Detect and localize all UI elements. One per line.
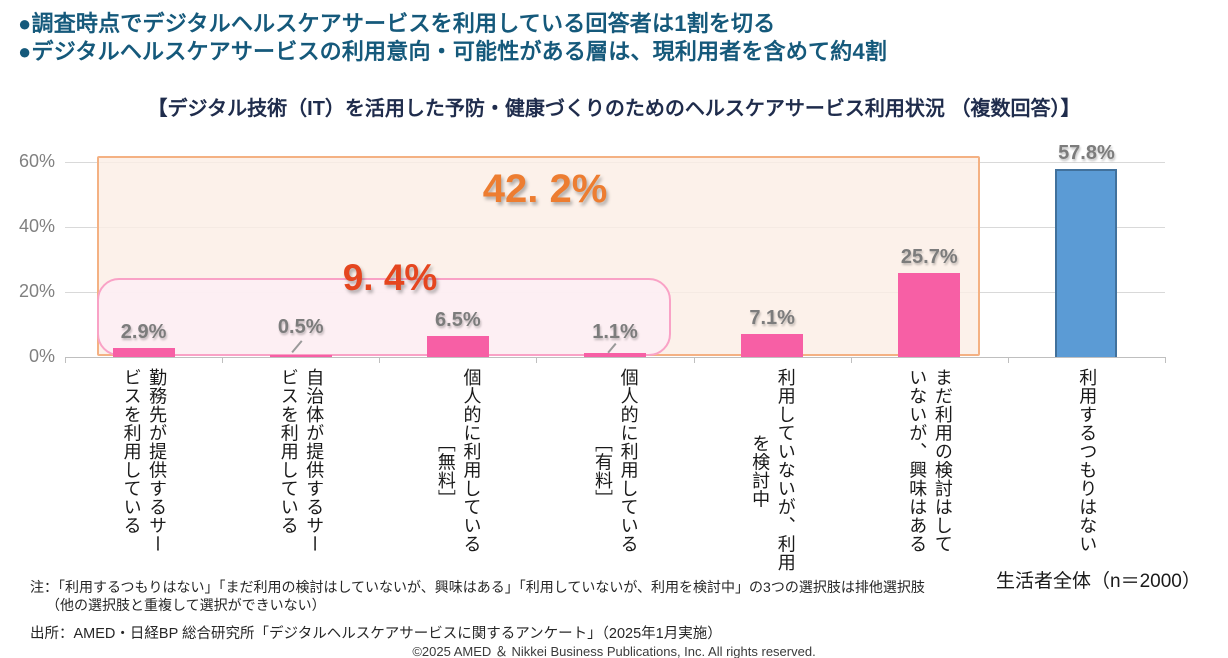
x-category-label-col: 個人的に利用している <box>461 368 482 553</box>
bar-2 <box>269 355 332 357</box>
x-category-label-col: まだ利用の検討はして <box>932 368 953 553</box>
x-category-label-col: 利用していないが、利用 <box>775 368 796 572</box>
note-line-1: 注：「利用するつもりはない」「まだ利用の検討はしていないが、興味はある」「利用し… <box>30 579 925 595</box>
x-axis-tick <box>536 357 538 363</box>
headline-1: ●調査時点でデジタルヘルスケアサービスを利用している回答者は1割を切る <box>18 11 776 36</box>
x-axis-tick <box>1165 357 1166 363</box>
y-axis-label: 40% <box>18 216 55 236</box>
note-line-2: （他の選択肢と重複して選択ができいない） <box>46 597 326 613</box>
sample-size-label: 生活者全体（n＝2000） <box>996 571 1201 592</box>
x-category-label-col: 個人的に利用している <box>618 368 639 553</box>
chart-title: 【デジタル技術（IT）を活用した予防・健康づくりのためのヘルスケアサービス利用状… <box>147 98 1081 120</box>
x-axis-tick <box>850 357 852 363</box>
annotation-label-orange-group: 42. 2% <box>482 167 608 211</box>
x-category-label-col: ビスを利用している <box>278 368 299 535</box>
bar-6 <box>898 273 961 357</box>
gridline-0% <box>65 357 1165 358</box>
x-axis-tick <box>693 357 695 363</box>
x-category-label: 勤務先が提供するサー ビスを利用している <box>99 368 189 573</box>
x-axis-tick <box>222 357 224 363</box>
bar-value-label: 1.1% <box>592 321 638 343</box>
y-axis-label: 0% <box>28 346 55 366</box>
x-category-label-col: 勤務先が提供するサー <box>147 368 168 553</box>
x-axis-tick <box>379 357 381 363</box>
bar-3 <box>426 335 489 357</box>
x-category-label-col: 自治体が提供するサー <box>304 368 325 553</box>
bar-value-label: 0.5% <box>277 316 324 338</box>
headline-2: ●デジタルヘルスケアサービスの利用意向・可能性がある層は、現利用者を含めて約4割 <box>18 39 888 64</box>
x-category-label-col: ［有料］ <box>593 433 613 508</box>
bar-5 <box>741 333 804 357</box>
x-category-label: 個人的に利用している ［無料］ <box>413 368 503 573</box>
bar-1 <box>112 347 175 357</box>
copyright-line: ©2025 AMED ＆ Nikkei Business Publication… <box>412 644 816 658</box>
bar-value-label: 6.5% <box>435 308 481 331</box>
bar-7 <box>1055 169 1118 357</box>
source-line: 出所：AMED・日経BP 総合研究所「デジタルヘルスケアサービスに関するアンケー… <box>30 626 722 642</box>
x-category-label: 個人的に利用している ［有料］ <box>570 368 660 573</box>
x-category-label: 自治体が提供するサー ビスを利用している <box>256 368 346 573</box>
bar-value-label: 25.7% <box>900 246 958 269</box>
x-category-label-col: 利用するつもりはない <box>1077 368 1098 553</box>
x-axis-tick <box>65 357 66 363</box>
x-category-label-col: いないが、興味はある <box>907 368 928 553</box>
bar-value-label: 57.8% <box>1058 142 1115 165</box>
highlight-box-pink-group <box>97 278 671 356</box>
bar-value-label: 2.9% <box>120 320 167 343</box>
x-axis-tick <box>1007 357 1009 363</box>
bar-value-label: 7.1% <box>749 306 795 329</box>
x-category-label-col: ［無料］ <box>435 433 456 508</box>
x-category-label-col: を検討中 <box>750 433 771 508</box>
x-category-label: 利用していないが、利用 を検討中 <box>727 368 817 573</box>
bar-4 <box>584 353 646 357</box>
y-axis-label: 60% <box>18 151 55 171</box>
x-category-label: 利用するつもりはない <box>1041 368 1131 573</box>
y-axis-label: 20% <box>18 281 55 301</box>
annotation-label-pink-group: 9. 4% <box>342 256 438 298</box>
x-category-label-col: ビスを利用している <box>121 368 142 535</box>
x-category-label: まだ利用の検討はして いないが、興味はある <box>884 368 974 573</box>
